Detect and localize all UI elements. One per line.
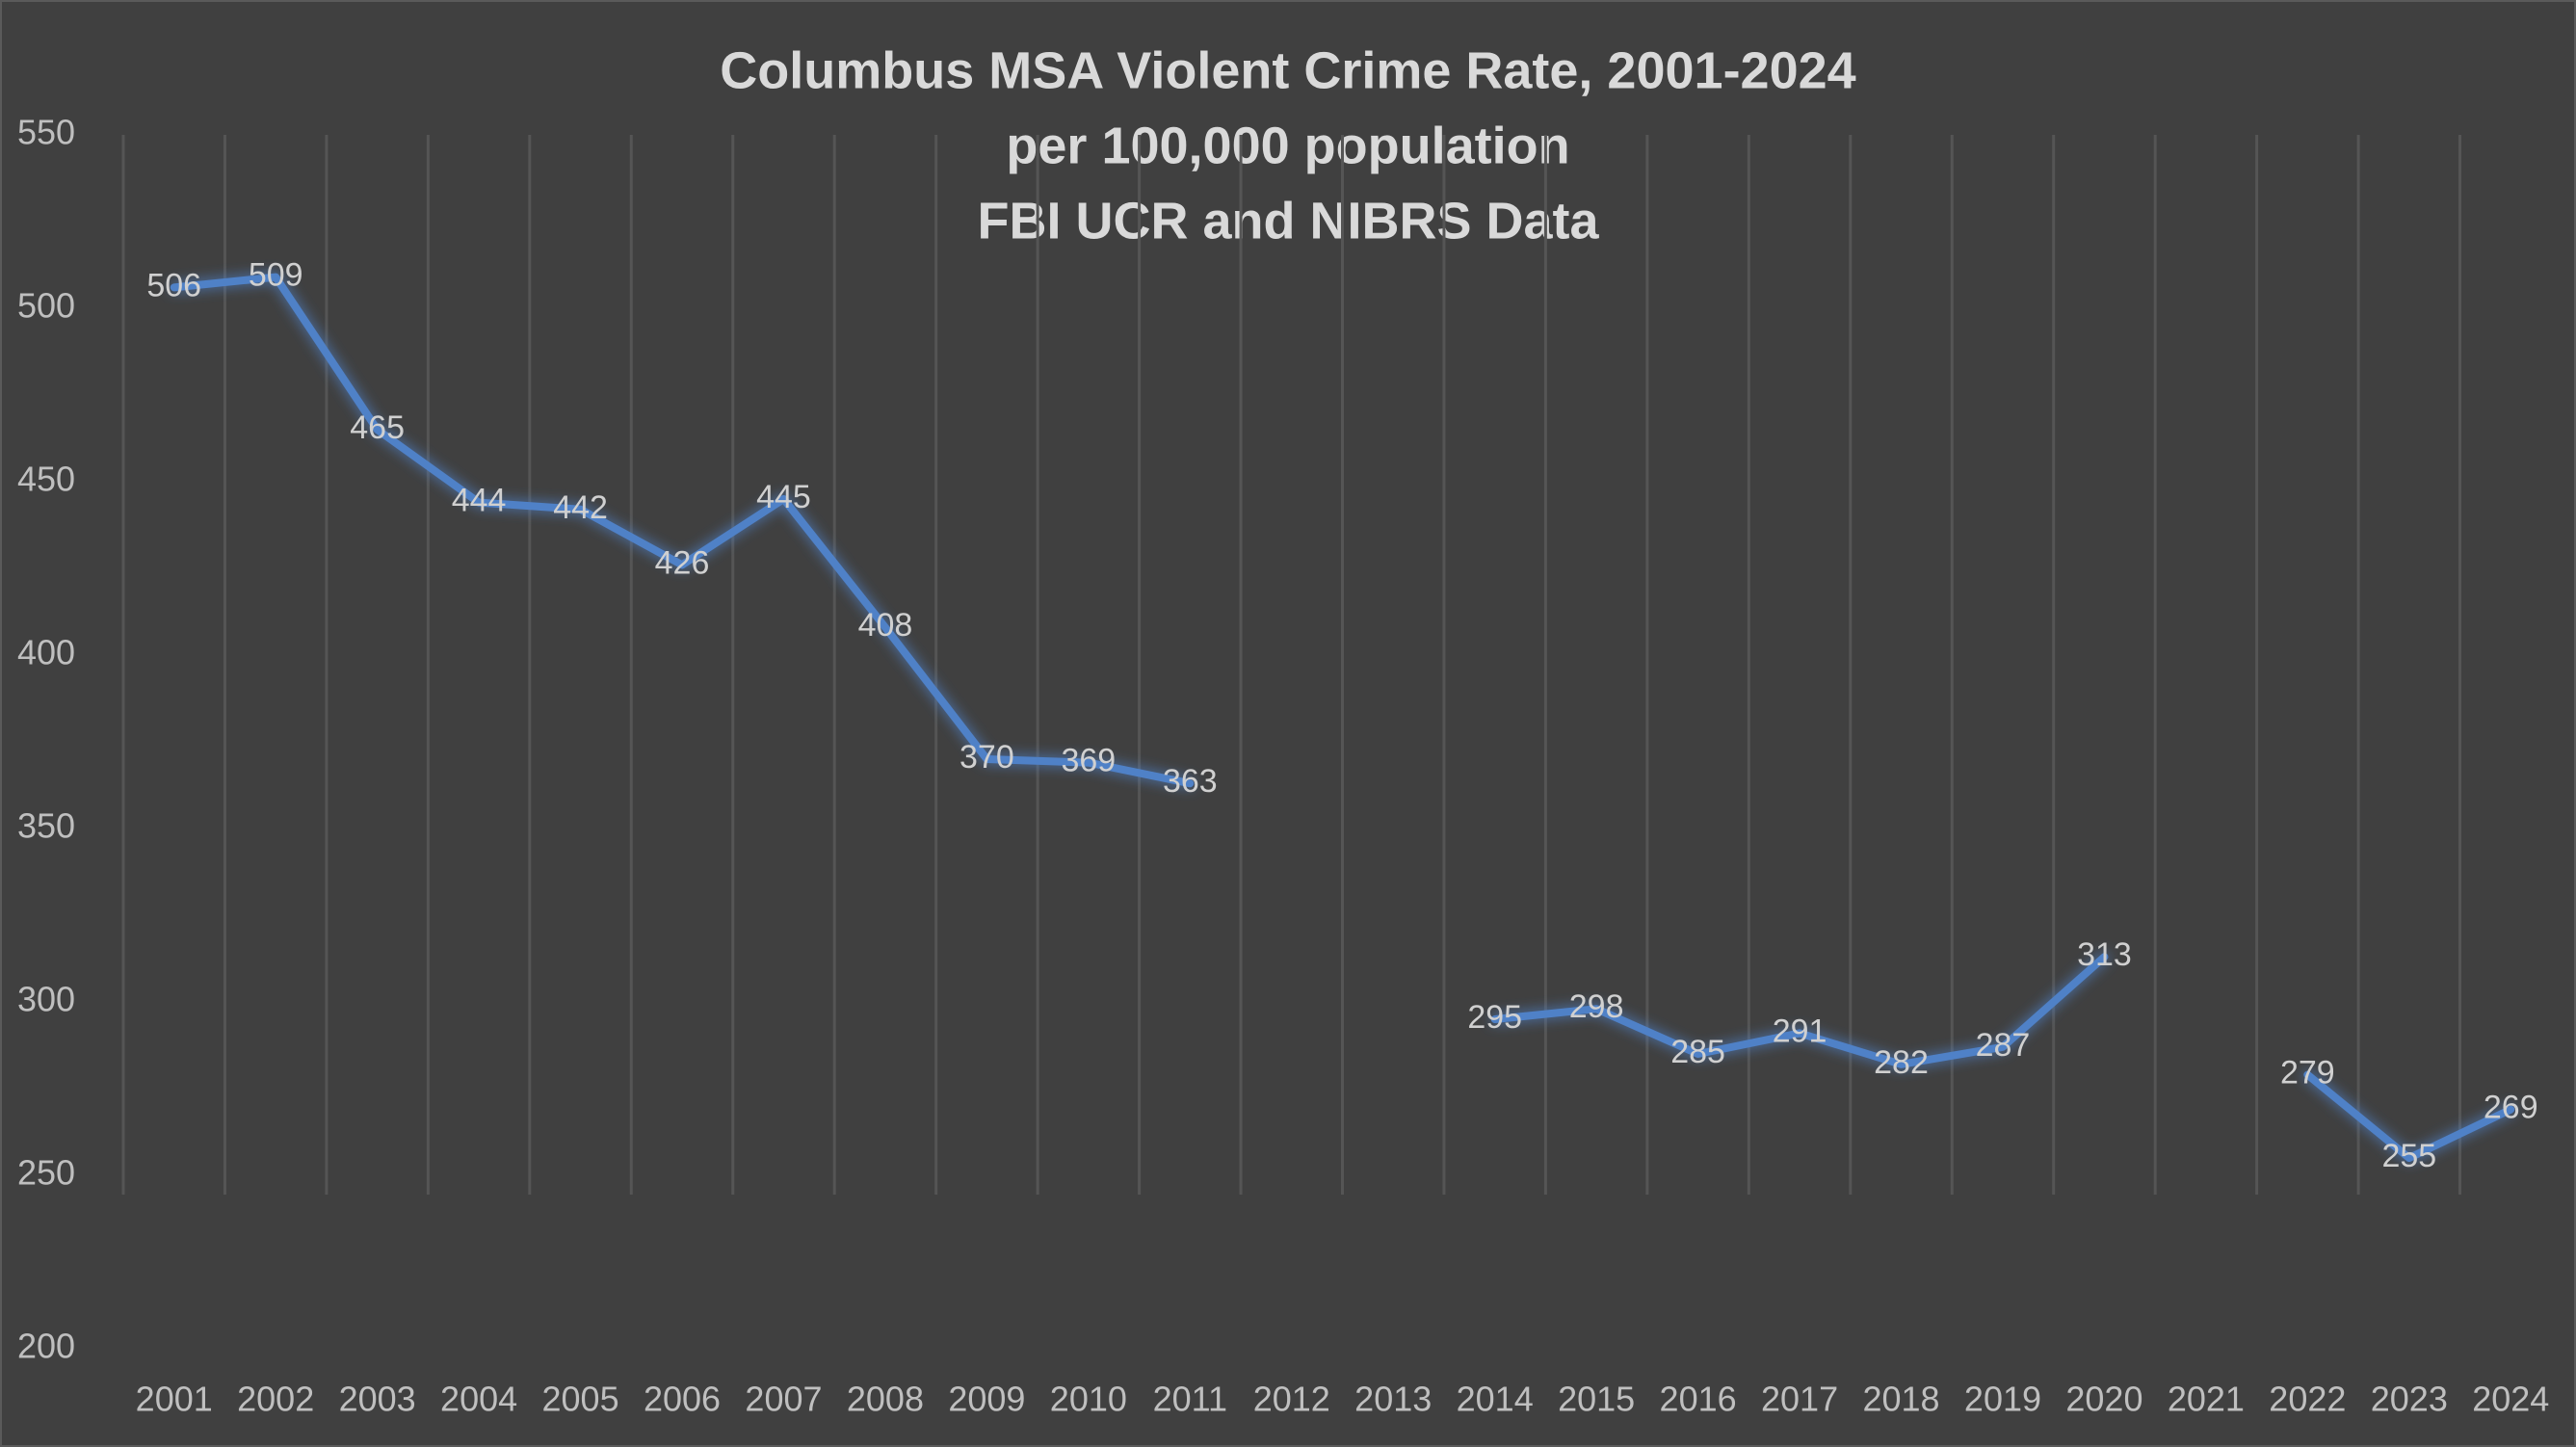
x-tick-label: 2013 [1354,1380,1432,1419]
x-tick-label: 2023 [2371,1380,2448,1419]
x-tick-label: 2007 [745,1380,822,1419]
x-tick-label: 2011 [1153,1380,1227,1419]
x-tick-label: 2001 [136,1380,213,1419]
data-label: 465 [350,409,405,446]
y-tick-label: 450 [17,460,75,499]
x-tick-label: 2024 [2472,1380,2549,1419]
data-label: 291 [1773,1013,1827,1049]
x-tick-label: 2002 [237,1380,314,1419]
data-label: 295 [1467,999,1522,1036]
x-tick-label: 2003 [339,1380,416,1419]
y-tick-label: 200 [17,1327,75,1366]
x-tick-label: 2021 [2168,1380,2245,1419]
data-label: 408 [858,607,913,644]
data-label: 313 [2077,936,2132,973]
x-tick-label: 2017 [1761,1380,1838,1419]
data-label: 369 [1061,743,1116,779]
data-label: 363 [1163,763,1218,800]
x-tick-label: 2010 [1050,1380,1127,1419]
data-label: 282 [1874,1044,1929,1081]
chart-title: Columbus MSA Violent Crime Rate, 2001-20… [720,41,1855,99]
y-tick-label: 350 [17,806,75,846]
x-tick-label: 2016 [1660,1380,1737,1419]
x-tick-label: 2008 [847,1380,924,1419]
x-tick-label: 2009 [948,1380,1025,1419]
y-tick-label: 300 [17,980,75,1019]
data-label: 426 [655,544,710,581]
x-tick-label: 2015 [1558,1380,1635,1419]
data-label: 506 [146,267,201,303]
data-label: 442 [553,489,608,526]
data-label: 287 [1976,1027,2031,1064]
x-tick-label: 2018 [1862,1380,1939,1419]
y-tick-label: 550 [17,113,75,152]
x-tick-label: 2020 [2065,1380,2142,1419]
y-tick-label: 250 [17,1153,75,1193]
line-series [170,273,2515,1162]
chart-subtitle: FBI UCR and NIBRS Data [977,192,1599,250]
data-label: 444 [452,483,507,519]
x-tick-label: 2019 [1964,1380,2041,1419]
y-tick-label: 400 [17,633,75,672]
y-tick-label: 500 [17,286,75,326]
x-tick-label: 2006 [644,1380,721,1419]
data-label: 509 [249,257,303,294]
x-tick-label: 2012 [1253,1380,1330,1419]
data-label: 298 [1569,988,1624,1025]
x-tick-label: 2005 [542,1380,619,1419]
data-label: 370 [959,739,1014,776]
data-label: 255 [2381,1138,2436,1174]
data-label: 445 [756,479,811,515]
x-tick-label: 2004 [440,1380,517,1419]
x-tick-label: 2022 [2269,1380,2346,1419]
chart-subtitle: per 100,000 population [1006,117,1569,174]
data-label: 279 [2280,1055,2335,1092]
x-tick-label: 2014 [1457,1380,1534,1419]
data-label: 285 [1670,1034,1725,1070]
data-label: 269 [2484,1090,2538,1126]
